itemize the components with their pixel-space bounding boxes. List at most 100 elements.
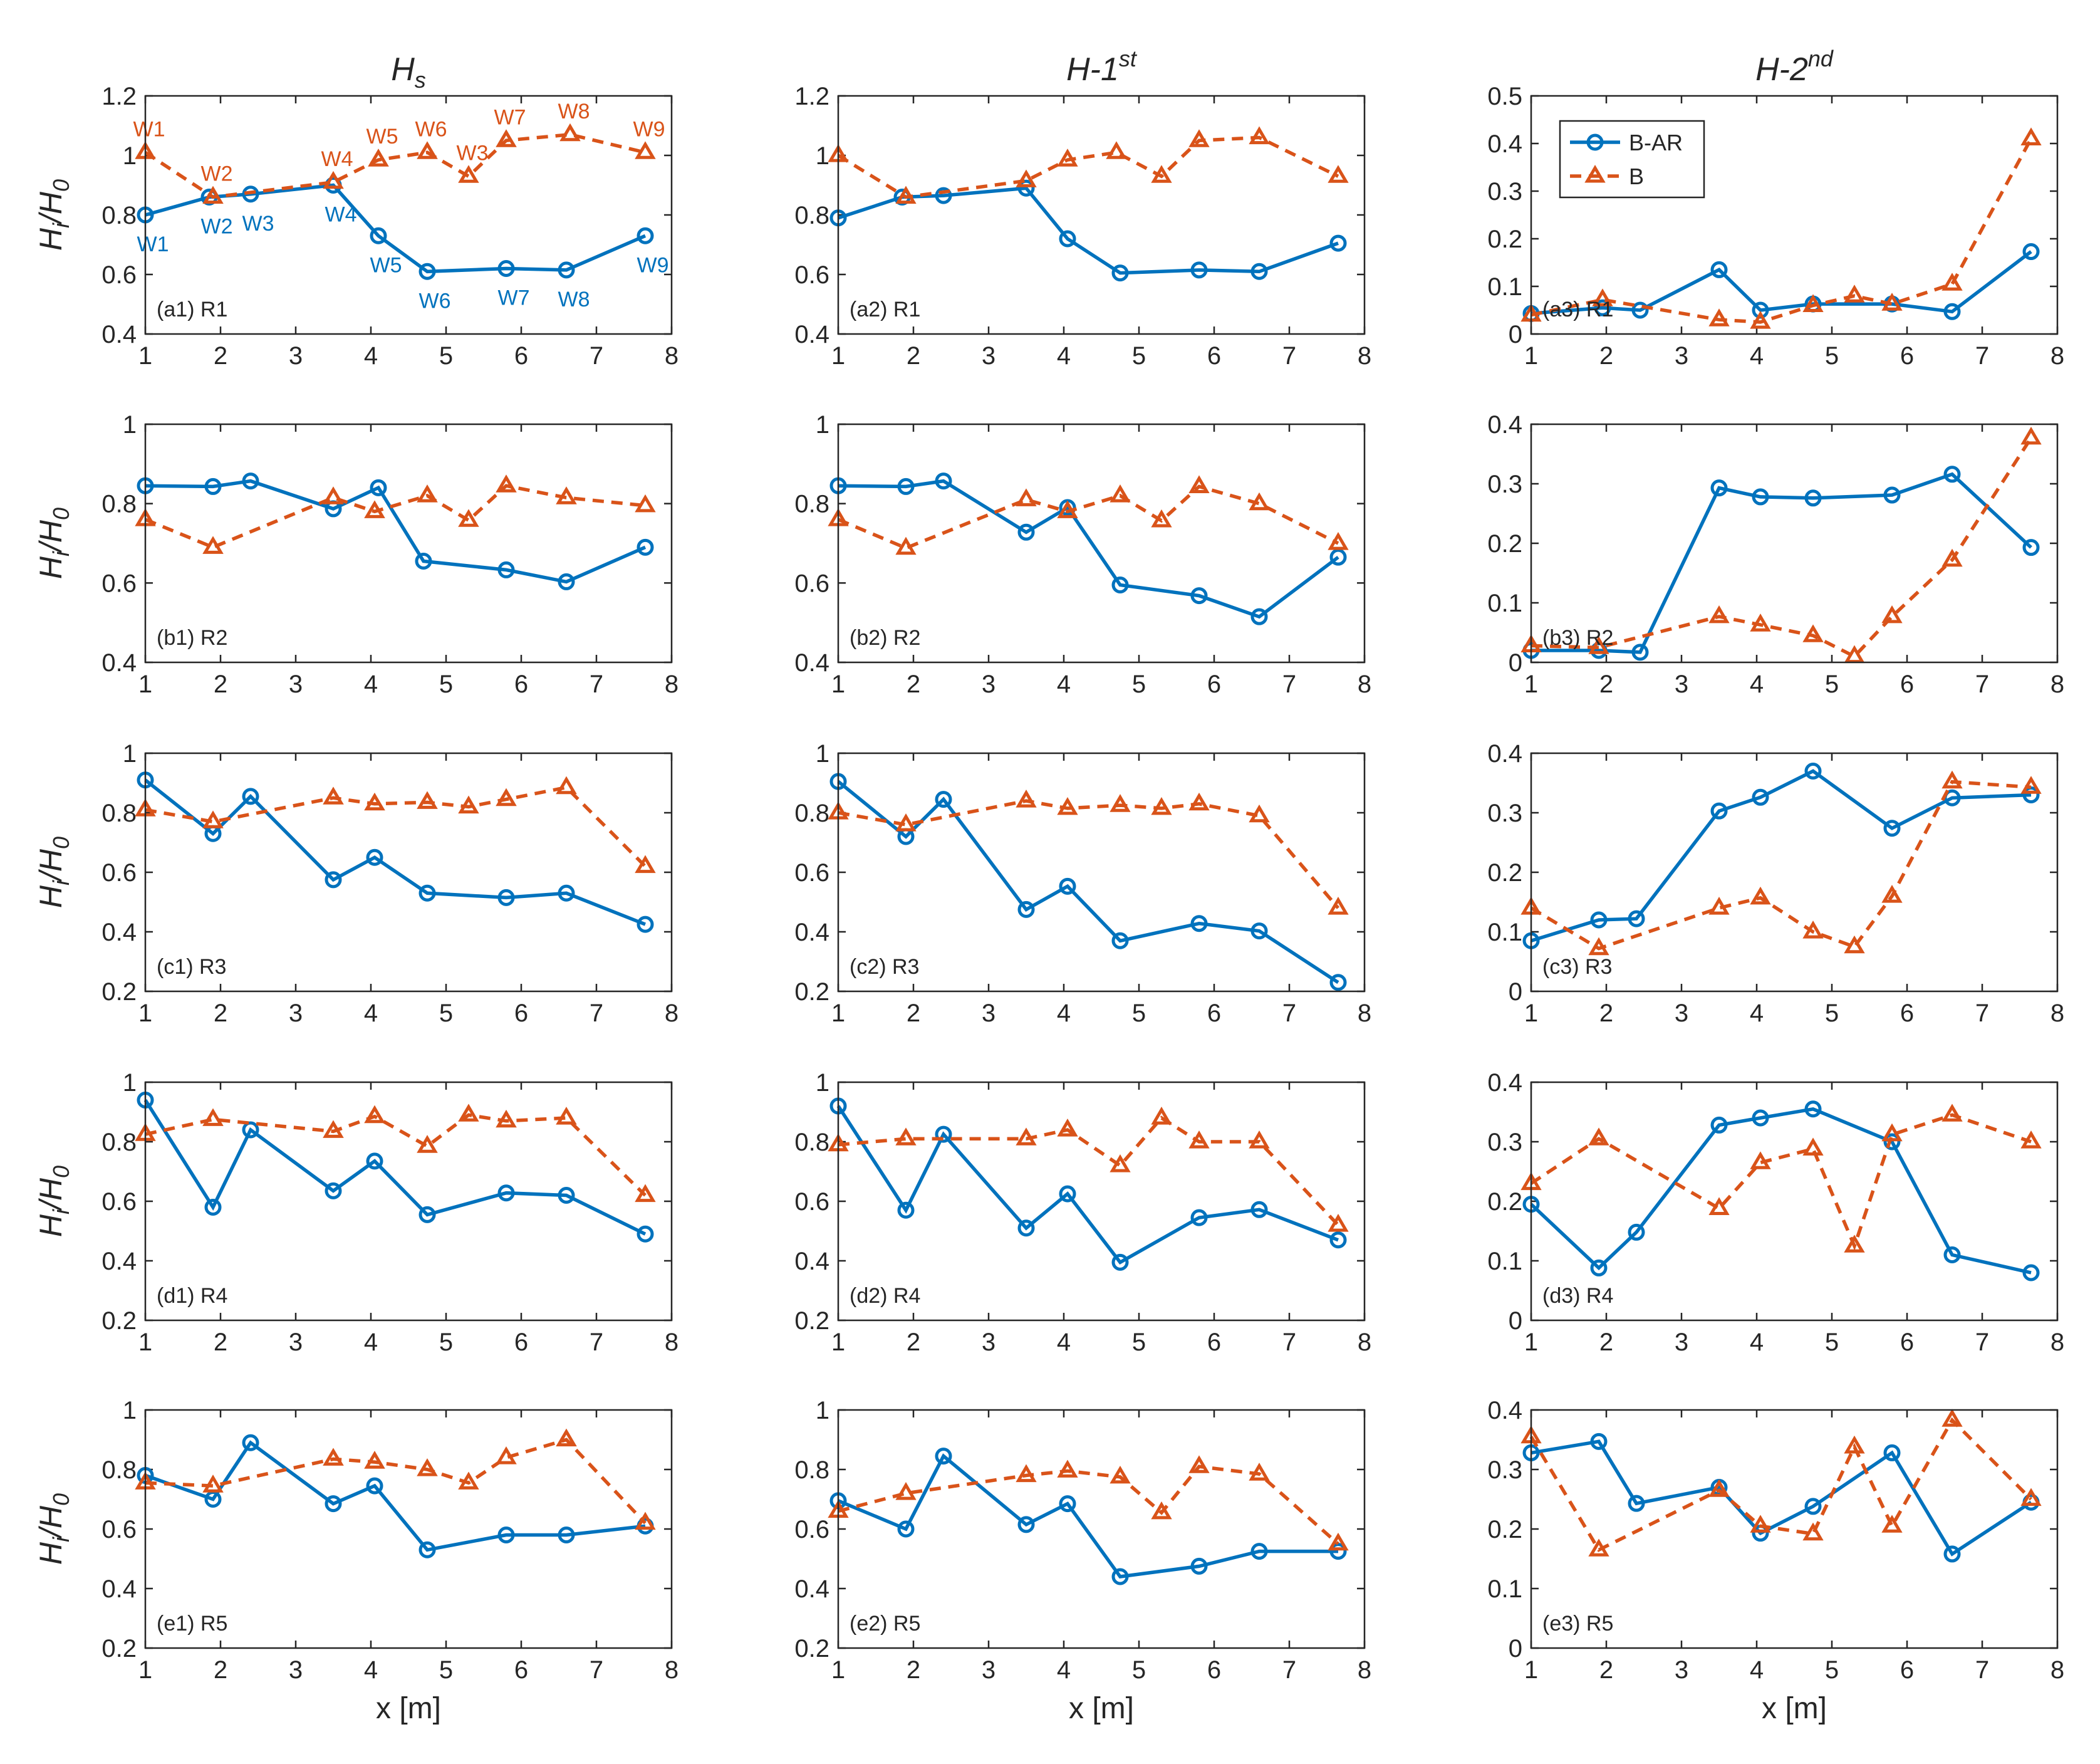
panel-label: (b1) R2 (157, 626, 227, 650)
marker-b-ar-point (1250, 608, 1268, 625)
marker-b-point (1592, 288, 1613, 306)
x-tick-label: 8 (1358, 671, 1371, 698)
panel-b2-r2: 1 2 3 4 5 6 7 80.40.60.81(b2) R2 (794, 411, 1371, 698)
x-tick-label: 1 (138, 671, 152, 698)
series-line-b-ar (1531, 472, 2032, 654)
marker-b-ar-point (1329, 1231, 1347, 1249)
series-line-b (144, 484, 646, 550)
series-line-b (837, 484, 1339, 550)
y-tick-label: 0.2 (101, 1307, 137, 1335)
y-axis-label: Hi/H0 (33, 508, 74, 579)
panel-c1-r3: 1 2 3 4 5 6 7 80.20.40.60.81(c1) R3 (101, 740, 678, 1027)
y-tick-label: 1 (816, 142, 829, 170)
marker-b-point (1750, 1515, 1771, 1533)
axes-box (144, 752, 673, 993)
y-tick-label: 0.3 (1487, 1129, 1522, 1156)
y-tick-label: 1.2 (794, 83, 829, 110)
y-tick-label: 0.6 (101, 859, 137, 887)
marker-b-point (556, 1428, 577, 1447)
series-line-b-ar (1531, 250, 2032, 316)
gauge-label-b-ar: W6 (419, 289, 451, 313)
x-tick-label: 7 (1975, 342, 1989, 370)
y-axis-label-part: i (48, 1537, 74, 1542)
y-tick-label: 1 (123, 411, 137, 439)
marker-b-point (1249, 126, 1270, 145)
y-tick-label: 0.6 (101, 1188, 137, 1216)
x-tick-label: 7 (590, 1328, 603, 1356)
marker-b-ar-point (242, 788, 259, 805)
y-tick-label: 0.4 (794, 649, 829, 677)
marker-b-point (895, 1127, 917, 1146)
y-tick-label: 0.1 (1487, 1248, 1522, 1275)
y-tick-label: 0.4 (101, 1575, 137, 1603)
y-tick-label: 0 (1509, 978, 1522, 1006)
x-tick-label: 5 (1825, 999, 1839, 1027)
marker-b-ar-point (1329, 1543, 1347, 1560)
y-axis-label-part: H (33, 1542, 68, 1565)
series-line-b-ar (836, 1105, 1339, 1265)
y-tick-label: 0.8 (101, 202, 137, 229)
series-line-b-ar (1531, 1439, 2032, 1557)
x-tick-label: 7 (590, 1656, 603, 1684)
marker-b-point (1588, 636, 1609, 654)
x-tick-label: 4 (1750, 999, 1764, 1027)
column-title-main: H-2 (1755, 51, 1808, 88)
x-tick-label: 1 (1524, 999, 1538, 1027)
panel-label: (e1) R5 (157, 1612, 227, 1636)
marker-b-ar-point (418, 1541, 436, 1558)
x-tick-label: 2 (214, 671, 227, 698)
y-axis-label-part: H (33, 227, 68, 251)
marker-b-point (1941, 1104, 1963, 1122)
x-tick-label: 3 (982, 999, 995, 1027)
gauge-label-b: W7 (494, 105, 526, 129)
marker-b-ar-point (1059, 230, 1076, 248)
marker-b-point (2020, 426, 2042, 445)
marker-b-ar-point (1590, 911, 1608, 929)
panel-label: (a1) R1 (157, 298, 227, 321)
y-tick-label: 0.6 (101, 1516, 137, 1543)
y-tick-label: 0.3 (1487, 178, 1522, 206)
marker-b-point (895, 185, 917, 204)
x-tick-label: 3 (289, 1656, 303, 1684)
marker-b-ar-point (1594, 299, 1611, 316)
x-tick-label: 6 (514, 1656, 528, 1684)
y-tick-label: 0.4 (1487, 1397, 1522, 1424)
marker-b-point (1941, 273, 1963, 291)
gauge-label-b-ar: W8 (558, 288, 590, 311)
marker-b-ar-point (897, 478, 915, 495)
y-tick-label: 1 (123, 142, 137, 170)
marker-b-point (635, 141, 656, 159)
column-title-main: H (391, 51, 415, 88)
marker-b-point (323, 1448, 344, 1466)
x-tick-label: 6 (514, 999, 528, 1027)
series-line-b (144, 132, 646, 199)
marker-b-point (1881, 1515, 1903, 1533)
x-tick-label: 2 (214, 999, 227, 1027)
y-tick-label: 0.4 (1487, 1069, 1522, 1097)
marker-b-ar-point (1590, 1433, 1608, 1450)
axes-box (1530, 1081, 2059, 1322)
marker-b-ar-point (1017, 1219, 1035, 1237)
x-tick-label: 5 (1825, 1328, 1839, 1356)
x-tick-label: 6 (1207, 1656, 1221, 1684)
marker-b-point (417, 484, 438, 503)
axes-box (837, 752, 1366, 993)
column-title: H-2nd (1755, 46, 1834, 88)
marker-b-point (323, 786, 344, 805)
axes-box (837, 95, 1366, 335)
x-tick-label: 5 (439, 1656, 453, 1684)
y-tick-label: 1 (816, 1397, 829, 1424)
marker-b-ar-point (935, 472, 952, 490)
x-tick-label: 1 (831, 1328, 845, 1356)
marker-b-point (1016, 488, 1037, 506)
gauge-label-b: W8 (558, 100, 590, 123)
marker-b-ar-point (1111, 1253, 1129, 1271)
gauge-label-b: W6 (415, 117, 447, 141)
axes-box (144, 1081, 673, 1322)
y-tick-label: 0.4 (101, 1248, 137, 1275)
marker-b-ar-point (242, 185, 259, 203)
series-line-b-ar (837, 780, 1339, 984)
marker-b-ar-point (1250, 263, 1268, 280)
marker-b-point (1881, 293, 1903, 311)
marker-b-point (1750, 613, 1771, 632)
